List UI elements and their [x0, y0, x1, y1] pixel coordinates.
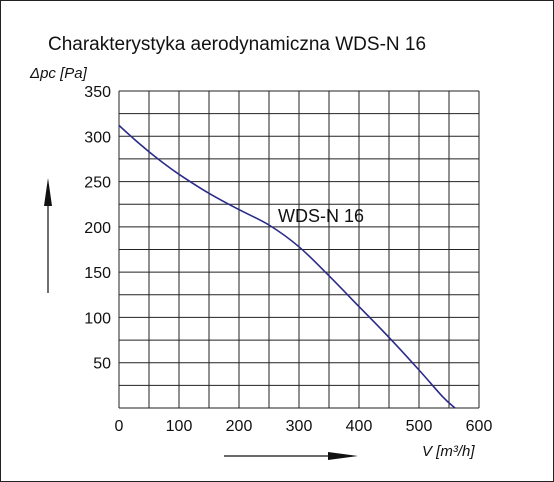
x-tick-label: 100	[166, 418, 193, 435]
y-tick-label: 100	[84, 310, 111, 327]
y-tick-label: 200	[84, 220, 111, 237]
x-axis-label: V [m³/h]	[422, 443, 475, 460]
series-line	[118, 124, 456, 409]
y-tick-label: 350	[84, 84, 111, 101]
x-tick-label: 0	[115, 418, 124, 435]
chart-title: Charakterystyka aerodynamiczna WDS-N 16	[48, 34, 426, 55]
x-arrow-head	[328, 452, 358, 460]
y-tick-label: 300	[84, 129, 111, 146]
y-arrow-head	[44, 178, 52, 206]
x-tick-label: 200	[226, 418, 253, 435]
axis-arrows	[44, 178, 358, 460]
x-tick-label: 600	[466, 418, 493, 435]
x-tick-label: 500	[406, 418, 433, 435]
series-label: WDS-N 16	[278, 206, 364, 226]
y-axis-label: Δpc [Pa]	[29, 65, 88, 82]
y-tick-label: 50	[93, 356, 111, 373]
y-tick-label: 150	[84, 265, 111, 282]
x-tick-label: 400	[346, 418, 373, 435]
x-tick-label: 300	[286, 418, 313, 435]
series-layer	[118, 124, 456, 409]
y-tick-label: 250	[84, 175, 111, 192]
grid	[118, 90, 480, 409]
tick-labels: 0 100 200 300 400 500 600 50 100 150 200 250 300 350	[84, 84, 492, 435]
